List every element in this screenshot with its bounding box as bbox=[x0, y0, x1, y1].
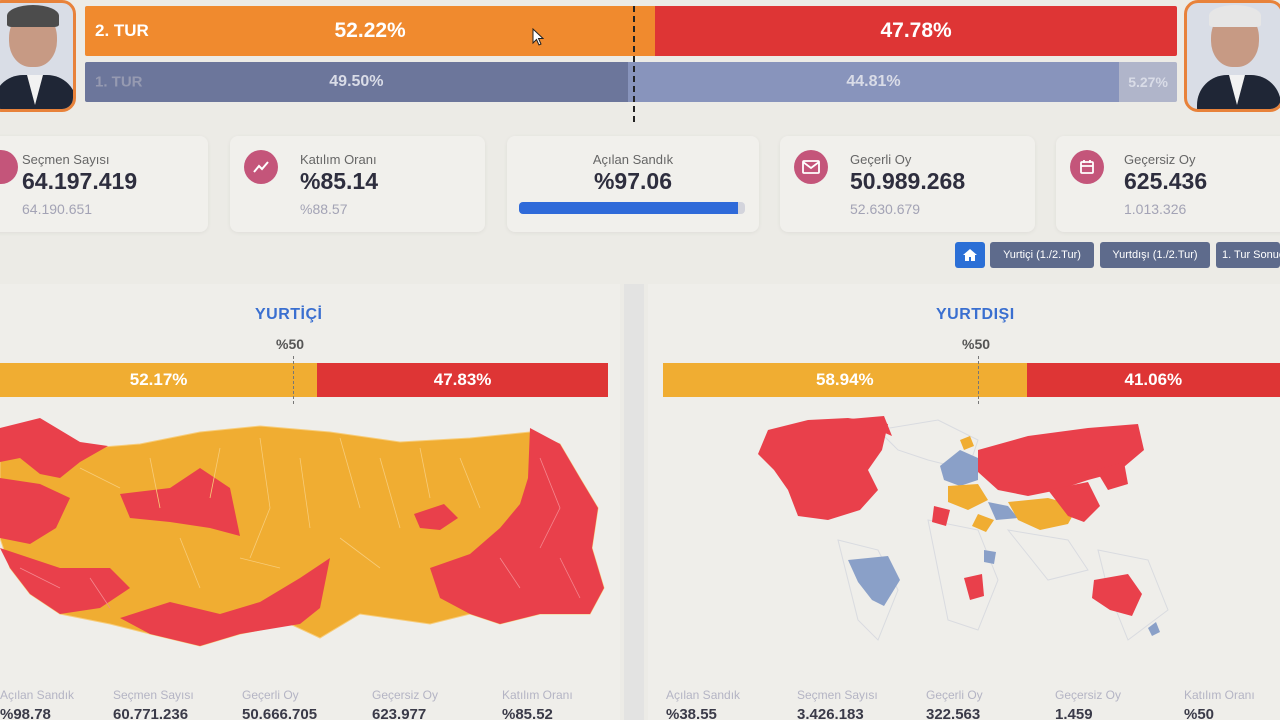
yurtdisi-stat-sandik: Açılan Sandık %38.55 bbox=[666, 688, 740, 720]
bottom-stat-value: 623.977 bbox=[372, 706, 427, 720]
yurtdisi-left-pct: 58.94% bbox=[815, 370, 874, 389]
round1-other-segment: 5.27% bbox=[1119, 62, 1177, 102]
bottom-stat-value: 1.459 bbox=[1055, 706, 1093, 720]
yurtdisi-left-segment: 58.94% bbox=[663, 363, 1027, 397]
envelope-icon bbox=[794, 150, 828, 184]
candidate-right-photo bbox=[1184, 0, 1280, 112]
round1-right-segment: 44.81% bbox=[627, 62, 1120, 102]
world-map[interactable] bbox=[648, 410, 1280, 670]
yurtdisi-stat-katilim: Katılım Oranı %50 bbox=[1184, 688, 1255, 720]
yurtdisi-stat-gecerli: Geçerli Oy 322.563 bbox=[926, 688, 983, 720]
yurtici-button[interactable]: Yurtiçi (1./2.Tur) bbox=[990, 242, 1094, 268]
yurtdisi-right-segment: 41.06% bbox=[1026, 363, 1280, 397]
bottom-stat-value: 60.771.236 bbox=[113, 706, 189, 720]
yurtici-left-segment: 52.17% bbox=[0, 363, 318, 397]
round2-result-bar: 2. TUR 52.22% 47.78% bbox=[85, 6, 1177, 56]
bottom-stat-value: %50 bbox=[1184, 706, 1215, 720]
sandik-progress-fill bbox=[519, 202, 739, 214]
candidate-left-photo bbox=[0, 0, 76, 112]
mouse-cursor-icon bbox=[532, 28, 544, 46]
yurtici-fifty-label: %50 bbox=[276, 336, 305, 352]
turkey-map[interactable] bbox=[0, 418, 610, 658]
yurtici-stat-gecerli: Geçerli Oy 50.666.705 bbox=[242, 688, 317, 720]
card-prev-value: %88.57 bbox=[300, 201, 348, 217]
card-value: 625.436 bbox=[1124, 168, 1208, 194]
bottom-stat-value: 322.563 bbox=[926, 706, 981, 720]
bottom-stat-label: Açılan Sandık bbox=[0, 688, 75, 702]
bottom-stat-value: %38.55 bbox=[666, 706, 717, 720]
card-gecerli-oy: Geçerli Oy 50.989.268 52.630.679 bbox=[780, 136, 1035, 232]
card-gecersiz-oy: Geçersiz Oy 625.436 1.013.326 bbox=[1056, 136, 1280, 232]
round1-other-pct: 5.27% bbox=[1128, 74, 1168, 90]
card-katilim-orani: Katılım Oranı %85.14 %88.57 bbox=[230, 136, 485, 232]
yurtdisi-stat-gecersiz: Geçersiz Oy 1.459 bbox=[1055, 688, 1121, 720]
yurtici-stat-katilim: Katılım Oranı %85.52 bbox=[502, 688, 573, 720]
yurtdisi-fifty-line bbox=[978, 356, 979, 404]
yurtici-right-segment: 47.83% bbox=[317, 363, 608, 397]
round1-result-bar: 1. TUR 49.50% 44.81% 5.27% bbox=[85, 62, 1177, 102]
yurtici-left-pct: 52.17% bbox=[129, 370, 188, 389]
round2-right-pct: 47.78% bbox=[880, 19, 952, 42]
card-prev-value: 52.630.679 bbox=[850, 201, 921, 217]
card-label: Geçerli Oy bbox=[850, 152, 912, 167]
yurtdisi-panel: YURTDIŞI %50 58.94% 41.06% bbox=[648, 284, 1280, 720]
card-value: 50.989.268 bbox=[850, 168, 966, 194]
bottom-stat-label: Geçersiz Oy bbox=[372, 688, 439, 702]
round2-right-segment: 47.78% bbox=[655, 6, 1177, 56]
bottom-stat-value: 3.426.183 bbox=[797, 706, 864, 720]
bottom-stat-label: Katılım Oranı bbox=[1184, 688, 1255, 702]
calendar-icon bbox=[1070, 150, 1104, 184]
bottom-stat-label: Seçmen Sayısı bbox=[113, 688, 194, 702]
round1-left-pct: 49.50% bbox=[329, 73, 384, 90]
fifty-percent-line bbox=[633, 6, 635, 122]
yurtici-result-bar: 52.17% 47.83% bbox=[0, 363, 608, 397]
round1-right-pct: 44.81% bbox=[846, 73, 901, 90]
bottom-stat-value: %98.78 bbox=[0, 706, 51, 720]
yurtici-stat-gecersiz: Geçersiz Oy 623.977 bbox=[372, 688, 438, 720]
yurtici-stat-secmen: Seçmen Sayısı 60.771.236 bbox=[113, 688, 194, 720]
yurtdisi-title: YURTDIŞI bbox=[936, 306, 1015, 323]
yurtdisi-result-bar: 58.94% 41.06% bbox=[663, 363, 1280, 397]
card-prev-value: 64.190.651 bbox=[22, 201, 93, 217]
card-secmen-sayisi: Seçmen Sayısı 64.197.419 64.190.651 bbox=[0, 136, 208, 232]
bottom-stat-label: Katılım Oranı bbox=[502, 688, 573, 702]
bottom-stat-value: %85.52 bbox=[502, 706, 553, 720]
home-button[interactable] bbox=[955, 242, 985, 268]
yurtici-stat-sandik: Açılan Sandık %98.78 bbox=[0, 688, 74, 720]
yurtici-title: YURTİÇİ bbox=[255, 306, 323, 323]
card-label: Seçmen Sayısı bbox=[22, 152, 110, 167]
card-label: Geçersiz Oy bbox=[1124, 152, 1196, 167]
bottom-stat-label: Geçerli Oy bbox=[242, 688, 299, 702]
round2-left-segment: 2. TUR 52.22% bbox=[85, 6, 656, 56]
bottom-stat-label: Geçersiz Oy bbox=[1055, 688, 1122, 702]
round1-left-segment: 1. TUR 49.50% bbox=[85, 62, 628, 102]
card-value: %97.06 bbox=[593, 168, 672, 194]
users-icon bbox=[0, 150, 18, 184]
round1-label: 1. TUR bbox=[95, 73, 143, 91]
yurtdisi-stat-secmen: Seçmen Sayısı 3.426.183 bbox=[797, 688, 878, 720]
card-prev-value: 1.013.326 bbox=[1124, 201, 1187, 217]
tur1-results-button[interactable]: 1. Tur Sonuçları bbox=[1216, 242, 1280, 268]
yurtdisi-fifty-label: %50 bbox=[962, 336, 991, 352]
round2-label: 2. TUR bbox=[95, 21, 149, 40]
card-label: Katılım Oranı bbox=[300, 152, 377, 167]
round2-left-pct: 52.22% bbox=[334, 19, 406, 42]
yurtdisi-button[interactable]: Yurtdışı (1./2.Tur) bbox=[1100, 242, 1210, 268]
card-acilan-sandik: Açılan Sandık %97.06 bbox=[507, 136, 759, 232]
card-label: Açılan Sandık bbox=[592, 152, 674, 167]
yurtdisi-right-pct: 41.06% bbox=[1124, 370, 1183, 389]
card-value: %85.14 bbox=[300, 168, 379, 194]
bottom-stat-label: Açılan Sandık bbox=[666, 688, 741, 702]
sandik-progress-bar bbox=[519, 202, 745, 214]
bottom-stat-label: Seçmen Sayısı bbox=[797, 688, 878, 702]
yurtici-right-pct: 47.83% bbox=[433, 370, 492, 389]
panel-divider bbox=[624, 284, 644, 720]
home-icon bbox=[963, 249, 977, 261]
chart-line-icon bbox=[244, 150, 278, 184]
bottom-stat-value: 50.666.705 bbox=[242, 706, 318, 720]
bottom-stat-label: Geçerli Oy bbox=[926, 688, 983, 702]
card-value: 64.197.419 bbox=[22, 168, 138, 194]
yurtici-panel: YURTİÇİ %50 52.17% 47.83% Açılan Sandık … bbox=[0, 284, 620, 720]
yurtici-fifty-line bbox=[293, 356, 294, 404]
